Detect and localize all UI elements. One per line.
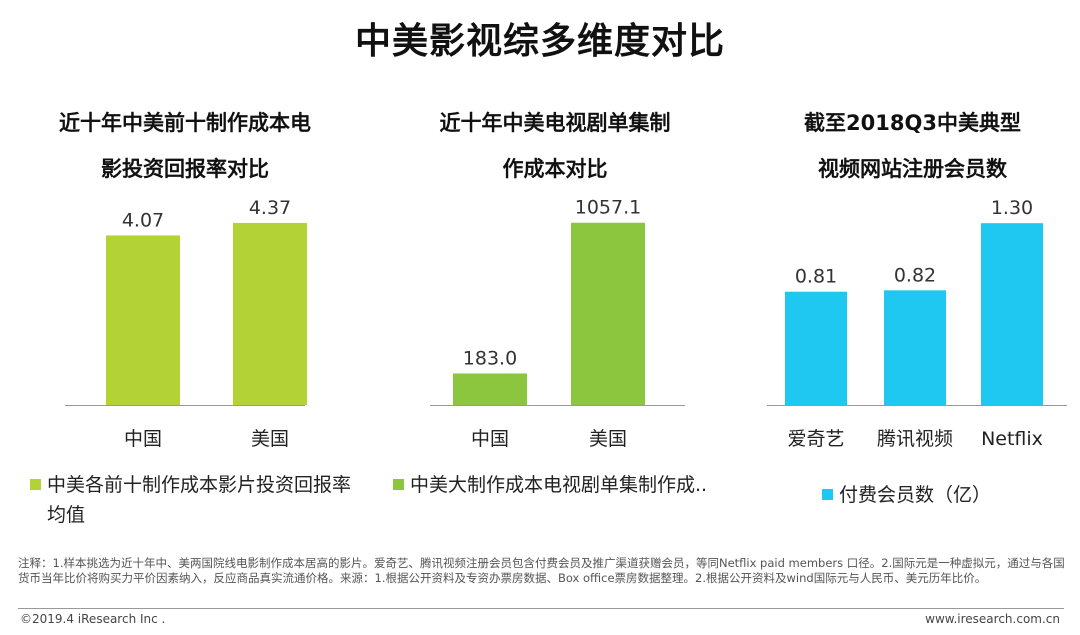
chart-title-line: 近十年中美电视剧单集制 bbox=[439, 111, 671, 135]
chart-title-line: 截至2018Q3中美典型 bbox=[804, 111, 1021, 135]
footer-divider bbox=[18, 608, 1064, 609]
bar-1 bbox=[233, 222, 307, 405]
bar-1 bbox=[571, 222, 645, 405]
data-label: 4.07 bbox=[122, 209, 164, 231]
category-label: 中国 bbox=[471, 428, 509, 450]
bar-0 bbox=[106, 235, 180, 405]
chart-title-line: 近十年中美前十制作成本电 bbox=[59, 111, 311, 135]
legend-swatch bbox=[393, 479, 404, 490]
bar-0 bbox=[785, 291, 847, 405]
legend-item: 中美各前十制作成本影片投资回报率 bbox=[30, 470, 390, 500]
footnote: 注释：1.样本挑选为近十年中、美两国院线电影制作成本居高的影片。爱奇艺、腾讯视频… bbox=[18, 556, 1065, 585]
chart-title-line: 作成本对比 bbox=[502, 157, 608, 181]
page-title: 中美影视综多维度对比 bbox=[354, 21, 725, 62]
data-label: 183.0 bbox=[463, 347, 517, 369]
bar-chart: 183.0 中国 1057.1 美国 bbox=[430, 197, 685, 450]
legend-label: 中美大制作成本电视剧单集制作成.. bbox=[410, 474, 708, 496]
bar-chart: 0.81 爱奇艺 0.82 腾讯视频 1.30 Netflix bbox=[767, 197, 1067, 450]
chart-title: 近十年中美前十制作成本电 影投资回报率对比 bbox=[30, 100, 340, 192]
bar-2 bbox=[981, 223, 1043, 405]
chart-title: 截至2018Q3中美典型 视频网站注册会员数 bbox=[755, 100, 1070, 192]
chart-title: 近十年中美电视剧单集制 作成本对比 bbox=[405, 100, 705, 192]
legend-label: 付费会员数（亿） bbox=[839, 484, 992, 506]
chart-panel-movie-roi: 近十年中美前十制作成本电 影投资回报率对比 4.07 中国 4.37 美国 bbox=[30, 100, 340, 540]
category-label: 美国 bbox=[589, 428, 627, 450]
data-label: 0.81 bbox=[795, 266, 837, 288]
category-label: 爱奇艺 bbox=[787, 428, 844, 450]
legend-movie-roi: 中美各前十制作成本影片投资回报率 均值 bbox=[30, 470, 390, 530]
legend-label: 中美各前十制作成本影片投资回报率 bbox=[47, 474, 352, 496]
legend-members: 付费会员数（亿） bbox=[822, 480, 1022, 510]
category-label: 美国 bbox=[251, 428, 289, 450]
data-label: 1057.1 bbox=[575, 197, 641, 219]
chart-title-line: 视频网站注册会员数 bbox=[818, 157, 1007, 181]
bar-chart: 4.07 中国 4.37 美国 bbox=[65, 197, 307, 450]
data-label: 4.37 bbox=[249, 197, 291, 219]
chart-panel-tv-cost: 近十年中美电视剧单集制 作成本对比 183.0 中国 1057.1 美国 bbox=[405, 100, 705, 540]
chart-panel-members: 截至2018Q3中美典型 视频网站注册会员数 0.81 爱奇艺 0.82 腾讯视频 1.… bbox=[755, 100, 1070, 540]
data-label: 1.30 bbox=[991, 197, 1033, 219]
legend-label: 均值 bbox=[47, 504, 86, 526]
chart-title-line: 影投资回报率对比 bbox=[101, 157, 269, 181]
website-url: www.iresearch.com.cn bbox=[925, 612, 1060, 626]
data-label: 0.82 bbox=[894, 264, 936, 286]
category-label: 中国 bbox=[124, 428, 162, 450]
bar-0 bbox=[453, 373, 527, 405]
legend-tv-cost: 中美大制作成本电视剧单集制作成.. bbox=[393, 470, 733, 500]
bar-1 bbox=[884, 290, 946, 405]
category-label: 腾讯视频 bbox=[877, 428, 953, 450]
category-label: Netflix bbox=[981, 428, 1043, 450]
legend-item-continued: 均值 bbox=[30, 500, 390, 530]
copyright: ©2019.4 iResearch Inc . bbox=[20, 612, 166, 626]
legend-swatch bbox=[822, 489, 833, 500]
legend-swatch bbox=[30, 479, 41, 490]
